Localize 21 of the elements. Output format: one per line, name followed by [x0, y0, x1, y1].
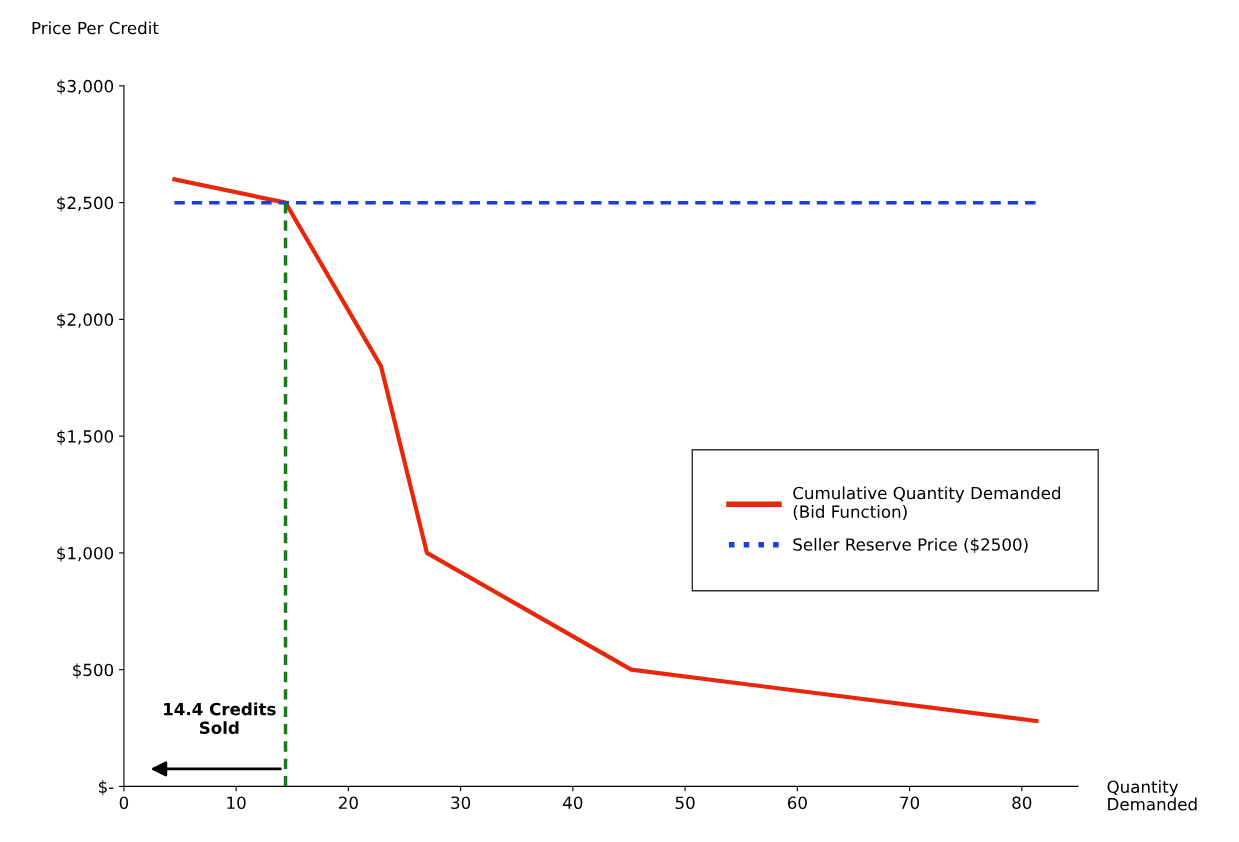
x-tick-label: 60 [787, 796, 807, 810]
y-tick-label: $- [98, 780, 114, 796]
y-tick-label: $2,500 [57, 196, 114, 212]
x-tick-label: 30 [451, 796, 471, 810]
legend-label: Cumulative Quantity Demanded (Bid Function) [793, 486, 1061, 520]
y-axis-title: Price Per Credit [32, 21, 159, 35]
x-tick-label: 0 [119, 796, 129, 810]
y-tick-label: $1,500 [57, 429, 114, 445]
annotation: 14.4 Credits Sold [164, 702, 276, 735]
y-tick-label: $3,000 [57, 79, 114, 95]
x-tick-label: 80 [1012, 796, 1032, 810]
x-tick-label: 10 [227, 796, 246, 810]
x-tick-label: 20 [338, 796, 358, 810]
y-tick-label: $500 [73, 663, 114, 679]
x-tick-label: 40 [563, 796, 583, 810]
legend-label: Seller Reserve Price ($2500) [793, 537, 1028, 553]
y-tick-label: $1,000 [57, 546, 114, 562]
x-axis-title: Quantity Demanded [1107, 780, 1197, 811]
x-tick-label: 50 [675, 796, 695, 810]
y-tick-label: $2,000 [57, 313, 114, 329]
x-tick-label: 70 [900, 796, 920, 810]
